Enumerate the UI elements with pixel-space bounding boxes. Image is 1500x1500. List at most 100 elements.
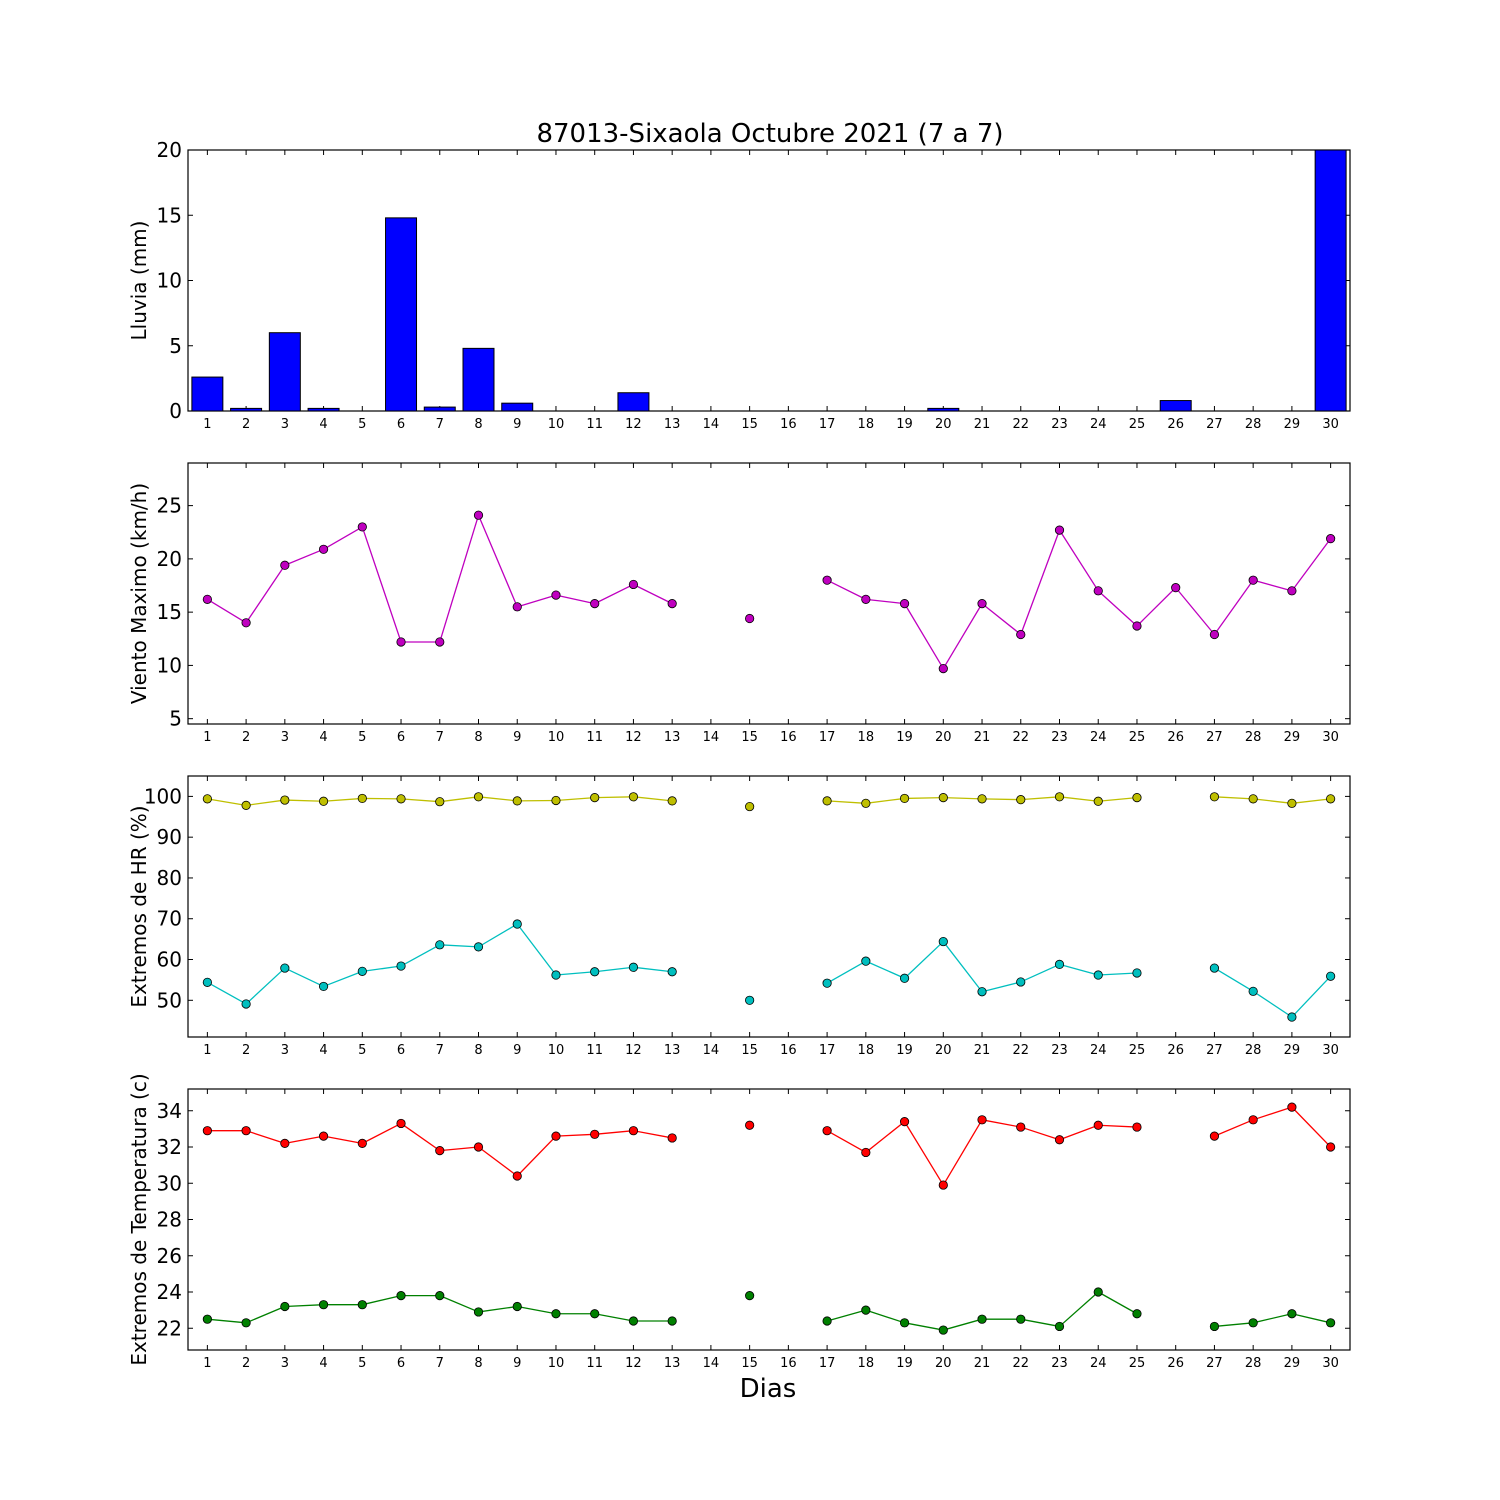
x-tick-label: 29 <box>1284 730 1301 745</box>
series-line-segment <box>400 1122 441 1152</box>
data-point <box>1326 1142 1336 1152</box>
x-tick-label: 6 <box>397 1043 405 1058</box>
data-point <box>435 797 445 807</box>
rain-bar <box>462 347 495 412</box>
data-point <box>628 792 639 802</box>
data-point <box>1016 795 1026 805</box>
data-point <box>1054 525 1065 535</box>
x-tick-label: 11 <box>586 1043 603 1058</box>
data-point <box>280 795 290 805</box>
x-tick-label: 6 <box>397 1356 405 1371</box>
series-line-segment <box>323 1135 363 1145</box>
data-point <box>1093 1287 1103 1297</box>
x-tick-label: 26 <box>1167 1043 1184 1058</box>
x-tick-label: 22 <box>1012 1356 1029 1371</box>
data-point <box>1287 586 1297 596</box>
data-point <box>202 977 212 987</box>
data-point <box>628 1126 639 1136</box>
data-point <box>1016 629 1026 640</box>
data-point <box>938 936 948 947</box>
rain-bar <box>268 332 301 412</box>
data-point <box>1209 963 1220 973</box>
data-point <box>1093 796 1103 806</box>
series-line-segment <box>942 941 983 993</box>
x-tick-label: 17 <box>819 1043 836 1058</box>
data-point <box>1132 968 1142 978</box>
data-point <box>1248 575 1258 585</box>
x-axis-label: Dias <box>740 1374 797 1404</box>
x-tick-label: 25 <box>1129 730 1146 745</box>
y-tick-label: 24 <box>157 1280 182 1304</box>
series-line-segment <box>633 1130 673 1139</box>
y-axis-label: Extremos de HR (%) <box>127 805 151 1007</box>
data-point <box>590 599 600 609</box>
series-line-segment <box>284 1304 324 1308</box>
data-point <box>1054 1321 1065 1332</box>
data-point <box>1054 959 1065 970</box>
data-point <box>745 1120 755 1130</box>
data-point <box>512 1301 522 1312</box>
series-line-segment <box>362 1294 402 1306</box>
x-tick-label: 2 <box>242 1356 250 1371</box>
x-tick-label: 5 <box>358 417 366 432</box>
x-tick-label: 12 <box>625 1043 642 1058</box>
y-tick-label: 32 <box>157 1135 182 1159</box>
series-line-segment <box>1291 1106 1332 1148</box>
data-point <box>280 1138 290 1148</box>
data-point <box>435 1291 445 1301</box>
series-line-segment <box>981 981 1021 993</box>
series-line-segment <box>245 1305 286 1324</box>
rain-bar <box>617 392 650 412</box>
data-point <box>667 796 677 806</box>
series-line-segment <box>865 960 905 979</box>
data-point <box>512 1171 522 1181</box>
x-tick-label: 27 <box>1206 1356 1223 1371</box>
axes-frame <box>187 1088 1351 1351</box>
series-line-segment <box>865 598 905 605</box>
data-point <box>977 1115 987 1125</box>
series-line-segment <box>942 1119 983 1186</box>
data-point <box>745 995 755 1005</box>
x-tick-label: 9 <box>513 417 521 432</box>
x-tick-label: 20 <box>935 417 952 432</box>
series-line-segment <box>245 1130 286 1144</box>
data-point <box>551 1309 561 1319</box>
x-tick-label: 14 <box>703 1043 720 1058</box>
x-tick-label: 11 <box>586 730 603 745</box>
data-point <box>938 1325 948 1335</box>
x-tick-label: 19 <box>896 1043 913 1058</box>
x-tick-label: 1 <box>203 417 211 432</box>
data-point <box>1248 1318 1258 1328</box>
y-axis-label: Extremos de Temperatura (c) <box>127 1073 151 1365</box>
series-line-segment <box>594 796 634 799</box>
series-line-segment <box>246 799 285 807</box>
series-line-segment <box>826 1309 867 1322</box>
x-tick-label: 16 <box>780 1356 797 1371</box>
x-tick-label: 27 <box>1206 1043 1223 1058</box>
data-point <box>512 919 522 929</box>
data-point <box>396 637 406 647</box>
rain-bar <box>423 406 456 412</box>
y-tick-label: 34 <box>157 1099 182 1123</box>
data-point <box>1054 1135 1065 1145</box>
data-point <box>977 599 987 609</box>
series-line-segment <box>1020 1126 1060 1141</box>
series-line-segment <box>826 1130 867 1154</box>
x-tick-label: 21 <box>974 1043 991 1058</box>
data-point <box>551 970 561 980</box>
data-point <box>241 618 251 628</box>
series-line-segment <box>826 579 867 600</box>
x-tick-label: 8 <box>474 1356 482 1371</box>
x-tick-label: 27 <box>1206 730 1223 745</box>
x-tick-label: 14 <box>703 417 720 432</box>
x-tick-label: 7 <box>436 1043 444 1058</box>
x-tick-label: 8 <box>474 417 482 432</box>
y-axis-label: Viento Maximo (km/h) <box>127 483 151 704</box>
data-point <box>1287 1309 1297 1319</box>
data-point <box>512 796 522 806</box>
series-line-segment <box>555 594 595 605</box>
rain-bar <box>307 407 340 412</box>
data-point <box>318 1300 329 1310</box>
